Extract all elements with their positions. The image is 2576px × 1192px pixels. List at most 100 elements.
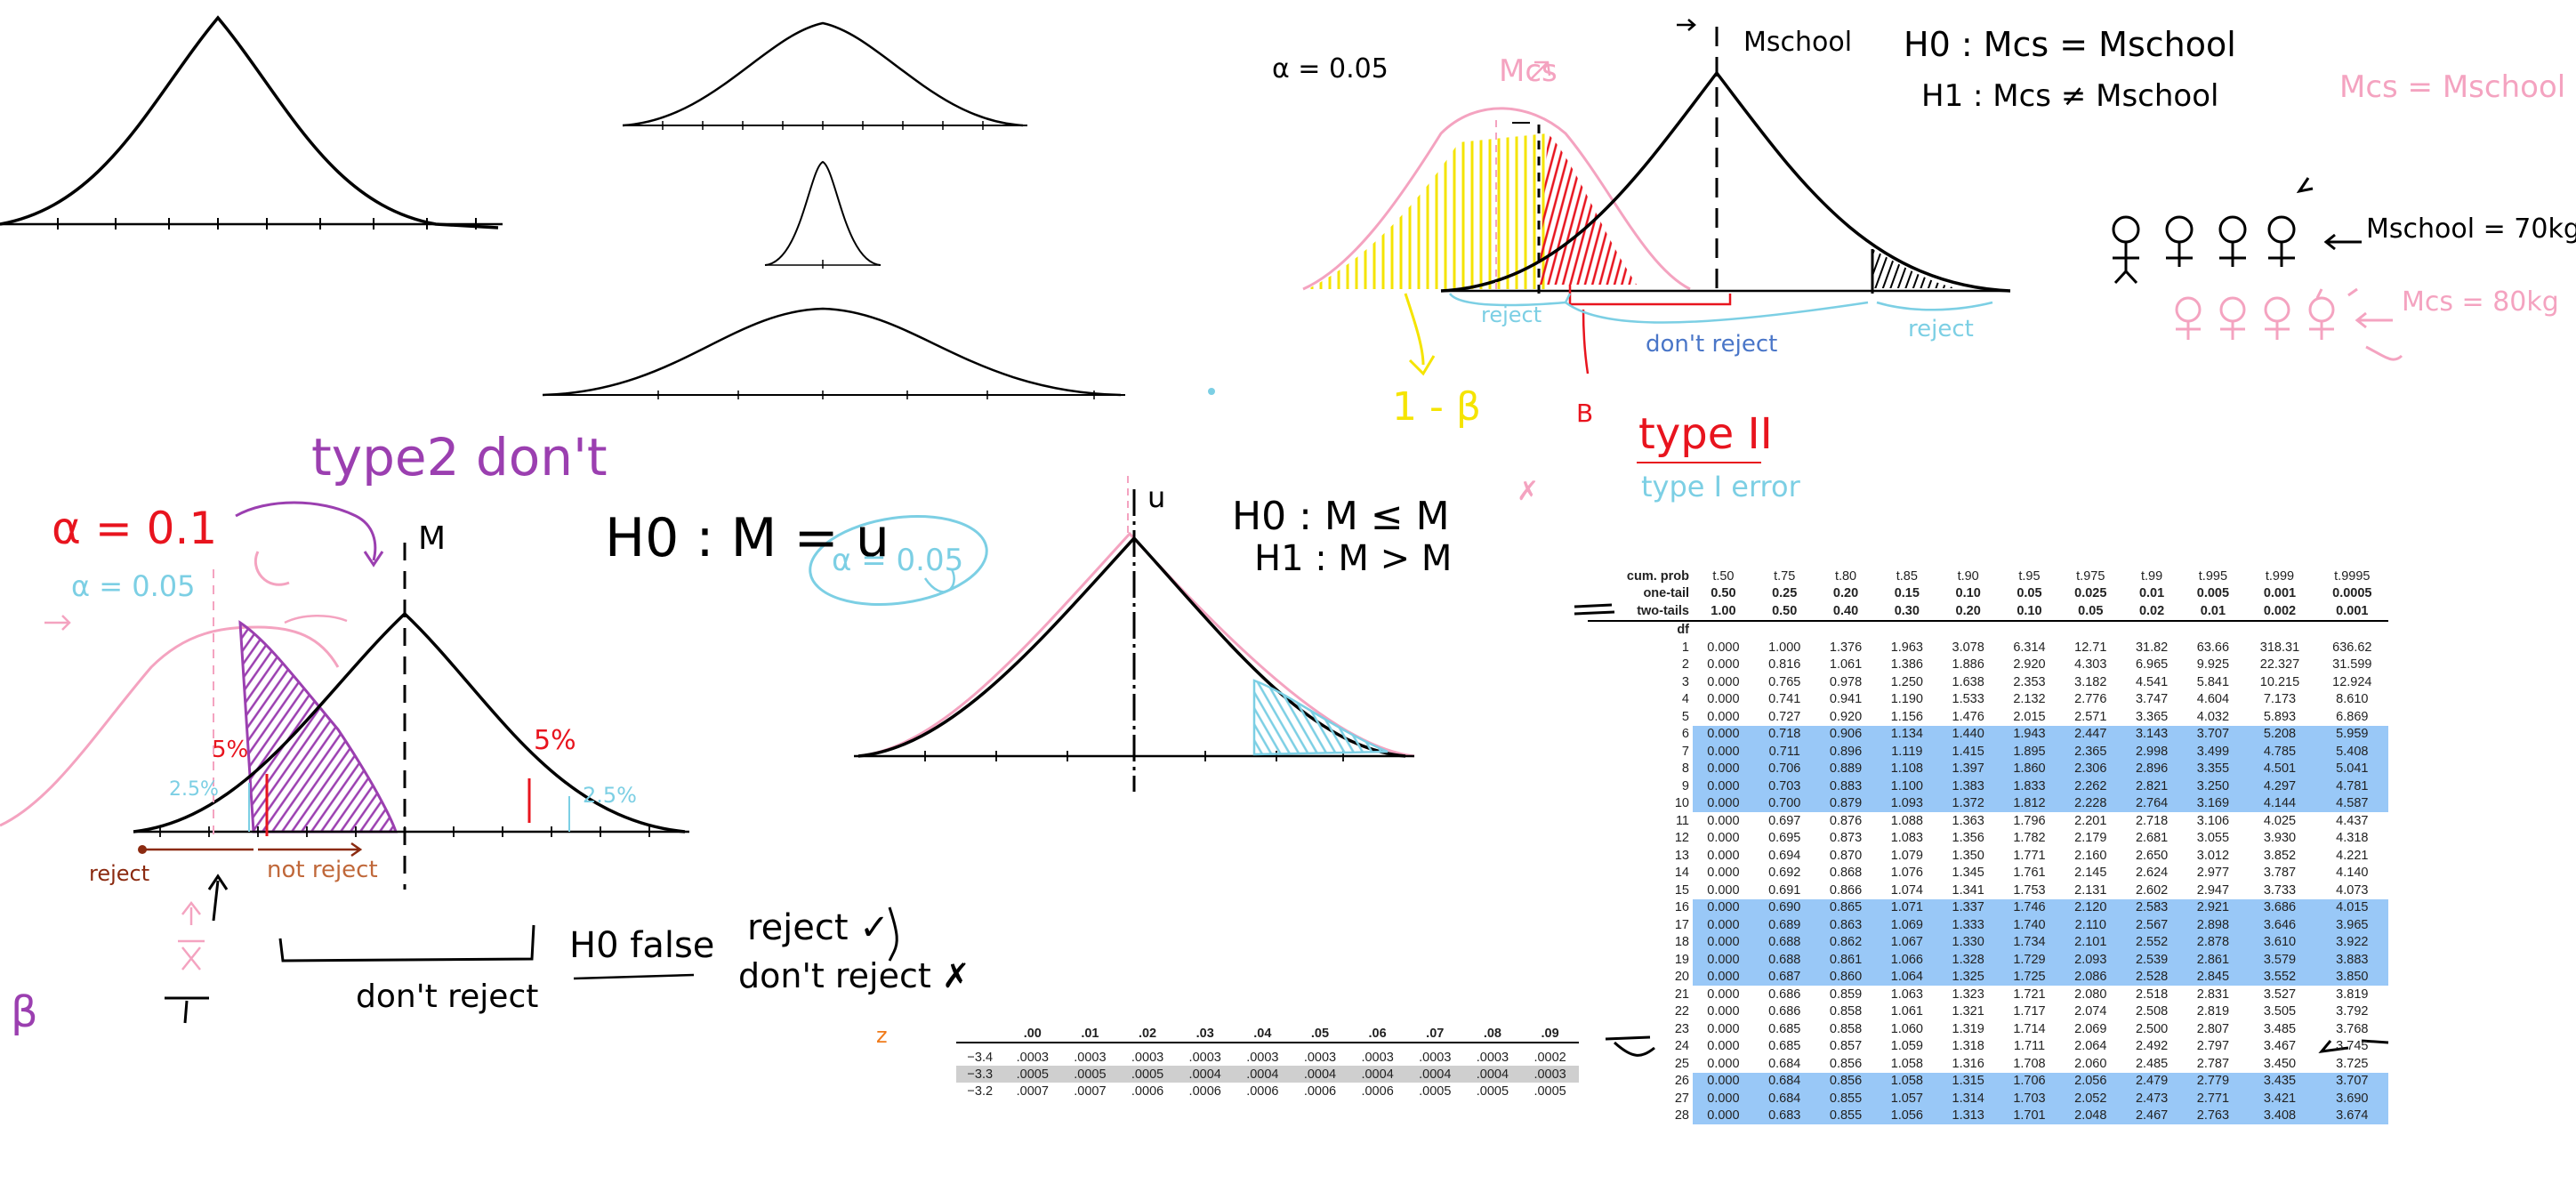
z-table-row: −3.3.0005.0005.0005.0004.0004.0004.0004.…: [956, 1066, 1579, 1083]
t-value-cell: 0.000: [1693, 760, 1754, 777]
t-value-cell: 0.694: [1768, 848, 1801, 863]
t-cum-prob-row-cell: t.90: [1957, 568, 1979, 584]
t-value-cell: 3.078: [1952, 640, 1984, 655]
t-cum-prob-row-cell: t.85: [1896, 568, 1918, 584]
t-value-cell: 0.873: [1829, 831, 1863, 846]
t-value-cell: 0.000: [1707, 692, 1740, 707]
t-df-label: df: [1588, 619, 1693, 639]
t-value-cell: 3.552: [2243, 968, 2316, 986]
z-prob-cell: .0003: [1016, 1050, 1049, 1065]
one-minus-beta: 1 - β: [1392, 384, 1481, 430]
z-value-cell: −3.2: [967, 1083, 994, 1099]
z-prob-cell: .0003: [1303, 1050, 1337, 1065]
t-table-row: 9 0.000 0.703 0.883 1.100 1.383 1.833 2.262 2.82…: [1588, 777, 2388, 795]
t-value-cell: 2.920: [2013, 657, 2046, 673]
t-value-cell: 4.781: [2315, 777, 2388, 795]
t-value-cell: 1.337: [1937, 898, 2000, 916]
t-cum-prob-row-cell: t.999: [2265, 568, 2295, 584]
dont-reject-top: don't reject: [1646, 331, 1778, 358]
alpha-005-top: α = 0.05: [1272, 53, 1389, 85]
t-value-cell: 1.833: [1999, 777, 2060, 795]
t-value-cell: 1.319: [1952, 1021, 1984, 1036]
t-value-cell: 0.000: [1693, 933, 1754, 951]
t-value-cell: 2.650: [2135, 848, 2169, 863]
t-value-cell: 0.697: [1768, 813, 1801, 828]
t-value-cell: 0.855: [1815, 1107, 1877, 1124]
t-one-tail-row-cell: 0.025: [2074, 586, 2107, 601]
t-value-cell: 1.316: [1952, 1056, 1984, 1071]
t-value-cell: 0.000: [1693, 898, 1754, 916]
h1-top: H1 : Mcs ≠ Mschool: [1921, 78, 2219, 114]
hypothesis-figure-top: [1302, 19, 2011, 463]
t-value-cell: 5.208: [2243, 725, 2316, 743]
alpha-01-label: α = 0.1: [52, 503, 218, 554]
t-value-cell: 0.000: [1707, 813, 1740, 828]
t-value-cell: 2.624: [2135, 866, 2169, 881]
t-value-cell: 4.025: [2263, 813, 2297, 828]
table-marks: [1574, 603, 2389, 1057]
t-value-cell: 1.761: [2013, 866, 2046, 881]
t-value-cell: 2.861: [2182, 951, 2244, 969]
t-two-tails-row-label: two-tails: [1637, 603, 1689, 618]
t-value-cell: 1.860: [1999, 760, 2060, 777]
t-value-cell: 2.718: [2135, 813, 2169, 828]
t-value-cell: 1.533: [1952, 692, 1984, 707]
z-prob-cell: .0005: [1476, 1083, 1509, 1099]
t-df-cell: 22: [1674, 1004, 1689, 1019]
t-value-cell: 1.083: [1890, 831, 1923, 846]
t-value-cell: 1.341: [1952, 882, 1984, 898]
t-value-cell: 0.000: [1693, 916, 1754, 934]
t-table-row: 25 0.000 0.684 0.856 1.058 1.316 1.708 2.060 2.4…: [1588, 1055, 2388, 1073]
t-value-cell: 2.567: [2121, 916, 2183, 934]
t-value-cell: 0.685: [1768, 1021, 1801, 1036]
hypothesis-figure-left: [0, 501, 898, 1024]
t-value-cell: 2.447: [2059, 725, 2121, 743]
t-value-cell: 2.998: [2121, 743, 2183, 761]
t-table-row: 3 0.000 0.765 0.978 1.250 1.638 2.353 3.182 4.54…: [1588, 673, 2388, 691]
z-header-cell: .06: [1348, 1025, 1406, 1043]
t-value-cell: 2.052: [2059, 1090, 2121, 1107]
m-school-weight: Mschool = 70kg: [2366, 213, 2576, 245]
t-table-row: 4 0.000 0.741 0.941 1.190 1.533 2.132 2.776 3.74…: [1588, 691, 2388, 709]
t-value-cell: 2.508: [2135, 1004, 2169, 1019]
t-value-cell: 1.058: [1890, 1056, 1923, 1071]
t-value-cell: 1.812: [1999, 794, 2060, 812]
t-df-header-row: df: [1588, 619, 2388, 639]
t-value-cell: 1.753: [2013, 882, 2046, 898]
t-value-cell: 4.785: [2243, 743, 2316, 761]
t-value-cell: 2.776: [2074, 692, 2107, 707]
z-header-cell: .07: [1405, 1025, 1464, 1043]
t-value-cell: 0.858: [1829, 1021, 1863, 1036]
t-value-cell: 3.733: [2263, 882, 2297, 898]
t-value-cell: 0.706: [1753, 760, 1815, 777]
t-value-cell: 1.895: [1999, 743, 2060, 761]
t-value-cell: 2.571: [2074, 709, 2107, 724]
t-value-cell: 1.076: [1890, 866, 1923, 881]
t-one-tail-row-cell: 0.001: [2263, 586, 2297, 601]
normal-curve-2: [622, 21, 1027, 130]
t-value-cell: 2.763: [2182, 1107, 2244, 1124]
z-prob-cell: .0003: [1131, 1050, 1164, 1065]
t-value-cell: 1.638: [1952, 674, 1984, 689]
t-value-cell: 2.306: [2059, 760, 2121, 777]
t-value-cell: 6.869: [2336, 709, 2369, 724]
reject-right-top: reject: [1908, 316, 1974, 342]
t-value-cell: 1.943: [1999, 725, 2060, 743]
t-value-cell: 1.318: [1952, 1039, 1984, 1054]
t-value-cell: 5.408: [2315, 743, 2388, 761]
t-one-tail-row-label: one-tail: [1643, 586, 1689, 601]
h1-right-label: H1 : M > M: [1254, 538, 1453, 579]
t-value-cell: 0.688: [1753, 951, 1815, 969]
t-one-tail-row-cell: 0.25: [1772, 586, 1798, 601]
stick-figures: [2112, 177, 2403, 361]
t-value-cell: 0.000: [1707, 882, 1740, 898]
b-label: B: [1576, 399, 1594, 428]
t-value-cell: 2.069: [2074, 1021, 2107, 1036]
t-value-cell: 2.353: [2013, 674, 2046, 689]
t-value-cell: 2.074: [2074, 1004, 2107, 1019]
t-value-cell: 3.850: [2315, 968, 2388, 986]
t-value-cell: 0.718: [1753, 725, 1815, 743]
t-value-cell: 2.819: [2196, 1004, 2230, 1019]
t-value-cell: 1.190: [1890, 692, 1923, 707]
normal-curve-1: [0, 15, 503, 230]
